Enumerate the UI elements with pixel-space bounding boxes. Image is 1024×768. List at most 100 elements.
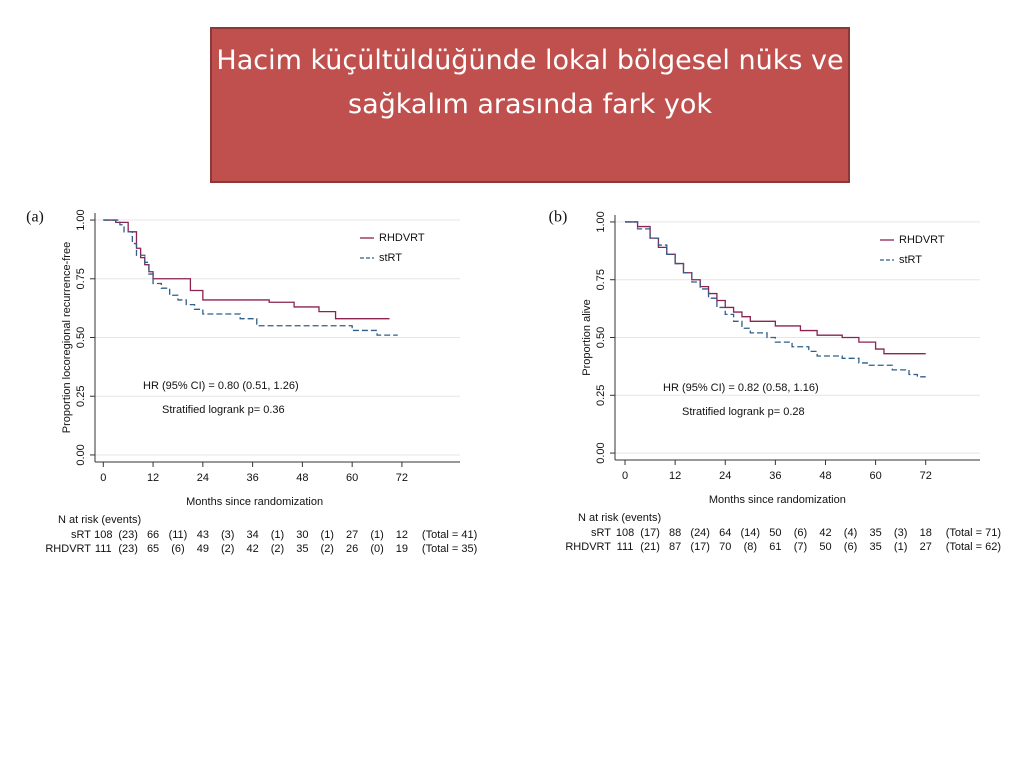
x-tick-label: 60 (869, 470, 881, 482)
risk-cell: 26 (346, 543, 358, 555)
risk-row-name: sRT (591, 527, 611, 539)
risk-cell: 30 (296, 529, 308, 541)
risk-total: (Total = 35) (422, 543, 477, 555)
risk-cell: 12 (396, 529, 408, 541)
x-axis-label: Months since randomization (186, 496, 323, 508)
risk-cell: (24) (690, 527, 710, 539)
y-axis-label: Proportion alive (581, 299, 593, 375)
risk-cell: 35 (869, 541, 881, 553)
y-tick-label: 0.75 (75, 268, 87, 289)
y-tick-label: 0.50 (75, 327, 87, 348)
risk-cell: (2) (271, 543, 284, 555)
risk-table-title: N at risk (events) (578, 512, 661, 524)
risk-cell: (6) (171, 543, 184, 555)
risk-total: (Total = 62) (946, 541, 1001, 553)
x-tick-label: 24 (197, 472, 209, 484)
risk-cell: (17) (690, 541, 710, 553)
risk-cell: (1) (894, 541, 907, 553)
risk-cell: 66 (147, 529, 159, 541)
x-tick-label: 12 (147, 472, 159, 484)
risk-cell: 61 (769, 541, 781, 553)
slide-title: Hacim küçültüldüğünde lokal bölgesel nük… (210, 27, 850, 183)
x-axis-label: Months since randomization (709, 494, 846, 506)
y-tick-label: 0.75 (595, 269, 607, 290)
legend-label: stRT (379, 252, 402, 264)
x-tick-label: 48 (819, 470, 831, 482)
risk-row-name: RHDVRT (45, 543, 91, 555)
risk-cell: (6) (844, 541, 857, 553)
annotation: HR (95% CI) = 0.80 (0.51, 1.26) (143, 380, 299, 392)
risk-cell: 50 (769, 527, 781, 539)
annotation: HR (95% CI) = 0.82 (0.58, 1.16) (663, 382, 819, 394)
survival-curve (625, 221, 926, 355)
panel-label: (b) (549, 209, 568, 226)
risk-cell: (3) (894, 527, 907, 539)
risk-cell: 64 (719, 527, 731, 539)
risk-cell: 18 (920, 527, 932, 539)
x-tick-label: 0 (622, 470, 628, 482)
survival-curve (625, 221, 926, 378)
risk-cell: (1) (271, 529, 284, 541)
annotation: Stratified logrank p= 0.28 (682, 406, 805, 418)
y-tick-label: 1.00 (595, 211, 607, 232)
risk-cell: 111 (95, 543, 112, 555)
risk-total: (Total = 71) (946, 527, 1001, 539)
risk-cell: 43 (197, 529, 209, 541)
x-tick-label: 0 (100, 472, 106, 484)
risk-cell: 42 (246, 543, 258, 555)
y-tick-label: 0.25 (595, 385, 607, 406)
risk-cell: (11) (169, 529, 188, 541)
risk-row-name: sRT (71, 529, 91, 541)
risk-cell: (2) (221, 543, 234, 555)
legend-label: stRT (899, 254, 922, 266)
x-tick-label: 72 (396, 472, 408, 484)
risk-cell: (17) (640, 527, 660, 539)
risk-cell: 65 (147, 543, 159, 555)
risk-cell: (0) (370, 543, 383, 555)
risk-cell: 70 (719, 541, 731, 553)
risk-cell: (6) (794, 527, 807, 539)
risk-cell: 108 (94, 529, 112, 541)
risk-total: (Total = 41) (422, 529, 477, 541)
risk-row-name: RHDVRT (565, 541, 611, 553)
risk-cell: 19 (396, 543, 408, 555)
risk-cell: 111 (617, 541, 634, 553)
risk-cell: 34 (246, 529, 258, 541)
risk-cell: (8) (744, 541, 757, 553)
x-tick-label: 24 (719, 470, 731, 482)
risk-cell: (4) (844, 527, 857, 539)
risk-cell: (3) (221, 529, 234, 541)
y-tick-label: 1.00 (75, 209, 87, 230)
risk-table-title: N at risk (events) (58, 514, 141, 526)
risk-cell: (21) (640, 541, 660, 553)
survival-curve (103, 219, 398, 336)
risk-cell: 35 (869, 527, 881, 539)
risk-cell: 108 (616, 527, 634, 539)
y-axis-label: Proportion locoregional recurrence-free (61, 242, 73, 433)
x-tick-label: 72 (920, 470, 932, 482)
x-tick-label: 12 (669, 470, 681, 482)
risk-cell: 27 (920, 541, 932, 553)
risk-cell: (14) (741, 527, 761, 539)
x-tick-label: 36 (246, 472, 258, 484)
y-tick-label: 0.50 (595, 327, 607, 348)
y-tick-label: 0.00 (75, 444, 87, 465)
risk-cell: 49 (197, 543, 209, 555)
risk-cell: (1) (370, 529, 383, 541)
survival-curve (103, 219, 390, 320)
risk-cell: (23) (118, 543, 138, 555)
x-tick-label: 48 (296, 472, 308, 484)
y-tick-label: 0.25 (75, 386, 87, 407)
panel-label: (a) (26, 209, 44, 226)
risk-cell: 35 (296, 543, 308, 555)
risk-cell: 88 (669, 527, 681, 539)
risk-cell: 27 (346, 529, 358, 541)
risk-cell: (1) (321, 529, 334, 541)
x-tick-label: 36 (769, 470, 781, 482)
risk-cell: (2) (321, 543, 334, 555)
risk-cell: 87 (669, 541, 681, 553)
risk-cell: (7) (794, 541, 807, 553)
risk-cell: 42 (819, 527, 831, 539)
